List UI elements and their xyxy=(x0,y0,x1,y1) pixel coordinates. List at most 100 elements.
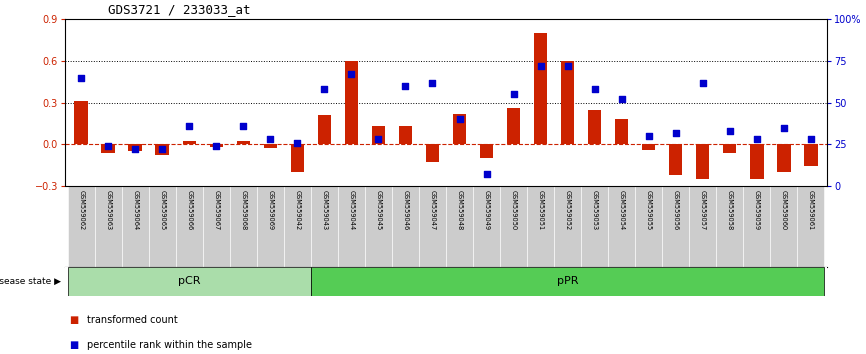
Text: GSM559043: GSM559043 xyxy=(321,190,327,230)
Point xyxy=(669,130,682,136)
Bar xyxy=(345,61,359,144)
Text: GSM559069: GSM559069 xyxy=(268,190,274,230)
Bar xyxy=(128,144,142,151)
Text: GSM559052: GSM559052 xyxy=(565,190,571,230)
Bar xyxy=(426,144,439,162)
Bar xyxy=(392,186,419,267)
Bar xyxy=(94,186,122,267)
Text: GSM559051: GSM559051 xyxy=(538,190,544,230)
Point xyxy=(318,86,332,92)
Bar xyxy=(68,186,94,267)
Bar xyxy=(236,142,250,144)
Point xyxy=(236,123,250,129)
Bar xyxy=(311,267,824,296)
Bar xyxy=(642,144,656,150)
Text: GSM559045: GSM559045 xyxy=(376,190,381,230)
Bar xyxy=(372,126,385,144)
Bar xyxy=(176,186,203,267)
Bar xyxy=(588,110,601,144)
Bar xyxy=(500,186,527,267)
Point xyxy=(453,116,467,122)
Bar xyxy=(122,186,149,267)
Bar xyxy=(263,144,277,148)
Bar xyxy=(149,186,176,267)
Text: GSM559046: GSM559046 xyxy=(403,190,409,230)
Bar xyxy=(561,61,574,144)
Text: GSM559054: GSM559054 xyxy=(618,190,624,230)
Text: ■: ■ xyxy=(69,340,79,350)
Point xyxy=(155,147,169,152)
Bar xyxy=(101,144,115,153)
Bar xyxy=(318,115,331,144)
Point xyxy=(74,75,88,80)
Bar xyxy=(183,142,196,144)
Point xyxy=(210,143,223,149)
Bar xyxy=(338,186,365,267)
Text: GSM559048: GSM559048 xyxy=(456,190,462,230)
Point xyxy=(480,171,494,177)
Text: GSM559049: GSM559049 xyxy=(483,190,489,230)
Bar xyxy=(662,186,689,267)
Text: GSM559058: GSM559058 xyxy=(727,190,733,230)
Point xyxy=(588,86,602,92)
Text: GSM559060: GSM559060 xyxy=(781,190,787,230)
Bar xyxy=(203,186,229,267)
Point xyxy=(345,72,359,77)
Text: GSM559059: GSM559059 xyxy=(753,190,759,230)
Bar xyxy=(507,108,520,144)
Point xyxy=(101,143,115,149)
Bar xyxy=(284,186,311,267)
Bar xyxy=(743,186,770,267)
Point xyxy=(425,80,439,86)
Bar xyxy=(723,144,736,153)
Bar xyxy=(291,144,304,172)
Bar xyxy=(74,101,88,144)
Text: GSM559068: GSM559068 xyxy=(240,190,246,230)
Point xyxy=(372,136,385,142)
Point xyxy=(290,140,304,145)
Point xyxy=(507,92,520,97)
Point xyxy=(263,136,277,142)
Bar xyxy=(210,144,223,147)
Bar xyxy=(804,144,818,166)
Text: GSM559062: GSM559062 xyxy=(78,190,84,230)
Text: ■: ■ xyxy=(69,315,79,325)
Point xyxy=(560,63,574,69)
Bar xyxy=(68,267,311,296)
Bar xyxy=(398,126,412,144)
Bar xyxy=(615,119,629,144)
Point xyxy=(533,63,547,69)
Bar xyxy=(716,186,743,267)
Text: GSM559047: GSM559047 xyxy=(430,190,436,230)
Text: transformed count: transformed count xyxy=(87,315,178,325)
Bar xyxy=(635,186,662,267)
Bar xyxy=(156,144,169,155)
Text: disease state ▶: disease state ▶ xyxy=(0,277,61,286)
Point xyxy=(398,83,412,89)
Text: GSM559066: GSM559066 xyxy=(186,190,192,230)
Text: GSM559067: GSM559067 xyxy=(213,190,219,230)
Point xyxy=(695,80,709,86)
Text: GDS3721 / 233033_at: GDS3721 / 233033_at xyxy=(108,3,251,16)
Text: GSM559063: GSM559063 xyxy=(105,190,111,230)
Text: GSM559053: GSM559053 xyxy=(591,190,598,230)
Bar xyxy=(533,33,547,144)
Bar xyxy=(669,144,682,175)
Point xyxy=(777,125,791,130)
Bar xyxy=(798,186,824,267)
Text: pCR: pCR xyxy=(178,276,201,286)
Point xyxy=(750,136,764,142)
Text: GSM559061: GSM559061 xyxy=(808,190,814,230)
Bar xyxy=(581,186,608,267)
Text: GSM559042: GSM559042 xyxy=(294,190,301,230)
Point xyxy=(723,128,737,134)
Point xyxy=(804,136,818,142)
Text: pPR: pPR xyxy=(557,276,578,286)
Text: percentile rank within the sample: percentile rank within the sample xyxy=(87,340,252,350)
Point xyxy=(642,133,656,139)
Bar xyxy=(554,186,581,267)
Point xyxy=(615,97,629,102)
Text: GSM559064: GSM559064 xyxy=(132,190,139,230)
Bar xyxy=(750,144,764,179)
Bar xyxy=(365,186,392,267)
